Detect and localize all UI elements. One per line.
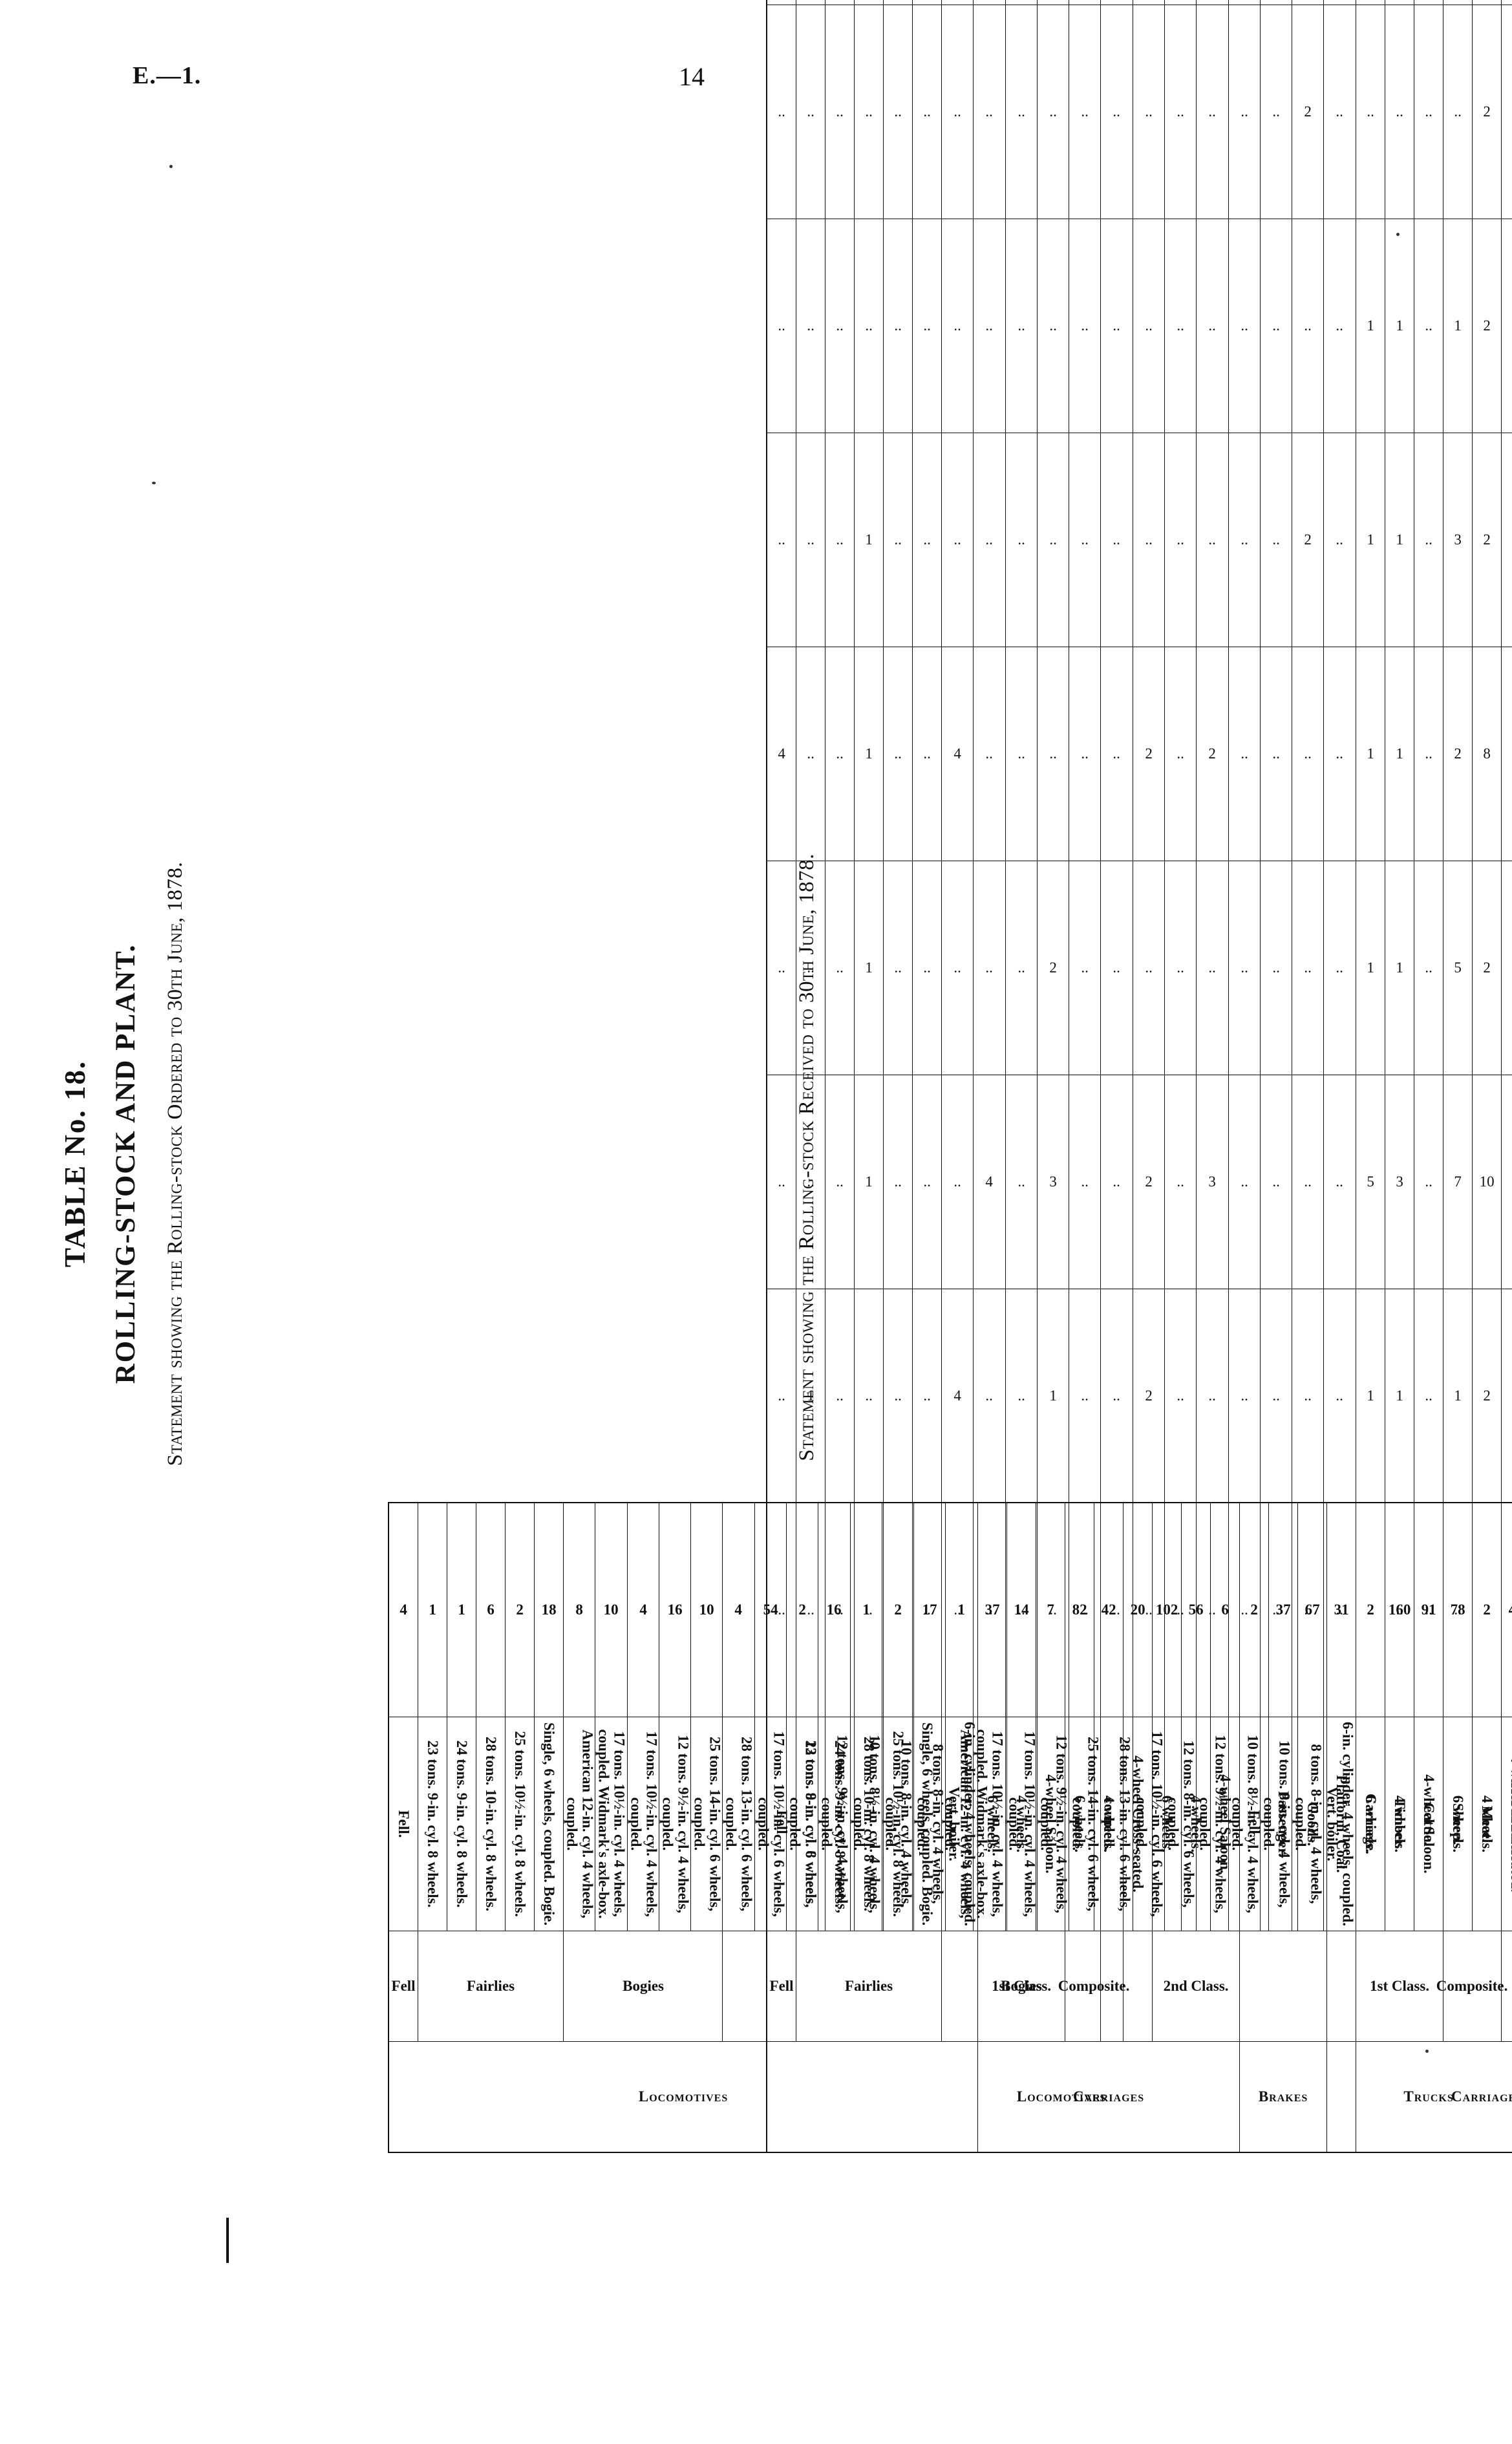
column-header: 23 tons. 9-in. cyl. 8 wheels. xyxy=(418,1717,447,1931)
column-header: Fell. xyxy=(389,1717,418,1931)
table-number: TABLE No. 18. xyxy=(59,1060,91,1268)
subgroup-header: Fairlies xyxy=(796,1931,942,2042)
data-cell: .. xyxy=(1292,0,1324,5)
data-cell: .. xyxy=(1414,0,1443,5)
column-header: American 12-in. cyl. 4 wheels, coupled. xyxy=(941,1717,974,1931)
page-title: ROLLING-STOCK AND PLANT. xyxy=(111,943,141,1384)
column-header: American 12-in. cyl. 4 wheels, coupled. xyxy=(563,1717,595,1931)
table-column: Locomotives Fell Fell. 4 xyxy=(389,1503,978,2152)
data-cell: .. xyxy=(912,0,942,5)
document-reference: E.—1. xyxy=(133,62,202,89)
group-header-carriages: Carriages xyxy=(1356,2041,1512,2152)
column-header: 10 tons. 8½-in. cyl. 4 wheels, coupled. xyxy=(1228,1717,1261,1931)
data-cell: .. xyxy=(1501,1289,1512,1503)
column-header: 25 tons. 10½-in. cyl. 8 wheels. xyxy=(883,1717,913,1931)
subgroup-header: Fell xyxy=(767,1931,796,2042)
subgroup-spacer xyxy=(1100,1931,1356,2042)
column-header: 28 tons. 10-in. cyl. 8 wheels. xyxy=(476,1717,506,1931)
column-header: 24 tons. 9-in. cyl. 8 wheels. xyxy=(825,1717,855,1931)
data-cell: .. xyxy=(1501,1075,1512,1289)
data-cell: .. xyxy=(1356,0,1385,5)
data-cell: .. xyxy=(1501,1503,1512,1717)
scan-speck xyxy=(1425,2050,1429,2053)
column-header: 28 tons. 10-in. cyl. 8 wheels. xyxy=(854,1717,884,1931)
column-header: 4-wheel Saloon. xyxy=(1414,1717,1443,1931)
column-header: 12 tons. 9½-in. cyl. 4 wheels, coupled. xyxy=(1037,1717,1069,1931)
column-header: 12 tons. 9½-in. cyl. 4 wheels, coupled. xyxy=(659,1717,691,1931)
data-cell: .. xyxy=(1501,647,1512,861)
subgroup-header: Bogies xyxy=(941,1931,1101,2042)
data-cell: .. xyxy=(1501,861,1512,1075)
column-header: 8 tons. 8-in. cyl. 4 wheels, coupled. xyxy=(1292,1717,1324,1931)
data-cell: .. xyxy=(1501,219,1512,433)
margin-rule xyxy=(226,2218,229,2263)
column-header: 17 tons. 10½-in. cyl. 6 wheels, coupled. xyxy=(1133,1717,1165,1931)
data-cell: .. xyxy=(1385,0,1414,5)
subgroup-header: Fell xyxy=(389,1931,418,2042)
subgroup-header: Composite. xyxy=(1436,1931,1507,2042)
ordered-subtitle: Statement showing the Rolling-stock Orde… xyxy=(164,861,187,1466)
data-cell: .. xyxy=(973,0,1006,5)
column-header: 25 tons. 14-in. cyl. 6 wheels, coupled. xyxy=(1069,1717,1101,1931)
column-header: 6 wheels. xyxy=(1356,1717,1385,1931)
scan-speck xyxy=(1396,233,1400,236)
column-header: 10 tons. 8-in. cyl. 4 wheels, coupled. xyxy=(1260,1717,1292,1931)
data-cell: .. xyxy=(1069,0,1101,5)
column-header: 17 tons. 10½-in. cyl. 4 wheels, coupled. xyxy=(1005,1717,1038,1931)
data-cell: .. xyxy=(796,0,825,5)
column-header: 12 tons. 8-in. cyl. 6 wheels, coupled. xyxy=(1164,1717,1197,1931)
column-header: 17 tons. 10½-in. cyl. 4 wheels, coupled.… xyxy=(973,1717,1006,1931)
page-number: 14 xyxy=(679,62,705,91)
column-header: Fell. xyxy=(767,1717,796,1931)
data-cell: .. xyxy=(1501,433,1512,647)
data-cell: .. xyxy=(1037,0,1069,5)
column-header: 25 tons. 14-in. cyl. 6 wheels, coupled. xyxy=(690,1717,723,1931)
data-cell: .. xyxy=(1501,0,1512,5)
scan-speck xyxy=(152,482,156,484)
table-title-block: TABLE No. 18. ROLLING-STOCK AND PLANT. S… xyxy=(58,808,265,1519)
column-header: 12 tons. 9½-in. cyl. 4 wheels, coupled. xyxy=(1196,1717,1229,1931)
data-cell: .. xyxy=(1323,0,1356,5)
scan-speck xyxy=(169,165,173,168)
subgroup-header: Bogies xyxy=(563,1931,723,2042)
table-column: 4-wheel Cross-seated....................… xyxy=(1501,0,1512,2152)
column-header: 24 tons. 9-in. cyl. 8 wheels. xyxy=(447,1717,476,1931)
data-cell: .. xyxy=(1005,0,1038,5)
page-header: E.—1. 14 xyxy=(0,61,1512,100)
column-header: 17 tons. 10½-in. cyl. 4 wheels, coupled.… xyxy=(595,1717,628,1931)
data-cell: .. xyxy=(1164,0,1197,5)
data-cell: .. xyxy=(825,0,855,5)
column-header: Single, 6 wheels, coupled. Bogie. xyxy=(912,1717,942,1931)
data-cell: .. xyxy=(1100,0,1133,5)
data-cell: .. xyxy=(767,0,796,5)
data-cell: 3 xyxy=(1196,0,1229,5)
column-header: 4 wheels. xyxy=(1472,1717,1502,1931)
column-header: 6-in. cylinder. 4 wheels, coupled. Vert.… xyxy=(1323,1717,1356,1931)
column-header: 17 tons. 10½-in. cyl. 4 wheels, coupled. xyxy=(627,1717,659,1931)
column-header: Single, 6 wheels, coupled. Bogie. xyxy=(534,1717,564,1931)
received-table-wrapper: LocomotivesFellFell.........4...........… xyxy=(766,0,1512,2153)
data-cell: 2 xyxy=(1472,0,1502,5)
data-cell: .. xyxy=(883,0,913,5)
data-cell: .. xyxy=(1260,0,1292,5)
column-header: 25 tons. 10½-in. cyl. 8 wheels. xyxy=(505,1717,535,1931)
column-header: 28 tons. 13-in. cyl. 6 wheels, coupled. xyxy=(1100,1717,1133,1931)
data-cell: .. xyxy=(854,0,884,5)
subgroup-header: Fairlies xyxy=(418,1931,564,2042)
data-cell: .. xyxy=(1443,0,1473,5)
column-header: 28 tons. 13-in. cyl. 6 wheels, coupled. xyxy=(722,1717,755,1931)
column-header: 6 wheels. xyxy=(1443,1717,1473,1931)
data-cell: 9 xyxy=(1133,0,1165,5)
column-header: 4-wheel Cross-seated. xyxy=(1501,1717,1512,1931)
data-cell: .. xyxy=(1228,0,1261,5)
column-header: 4 wheels. xyxy=(1385,1717,1414,1931)
data-cell: .. xyxy=(941,0,974,5)
data-cell: .. xyxy=(1501,5,1512,219)
rolling-stock-received-table: LocomotivesFellFell.........4...........… xyxy=(766,0,1512,2153)
column-header: 23 tons. 9-in. cyl. 8 wheels. xyxy=(796,1717,825,1931)
group-header-locomotives: Locomotives xyxy=(767,2041,1356,2152)
